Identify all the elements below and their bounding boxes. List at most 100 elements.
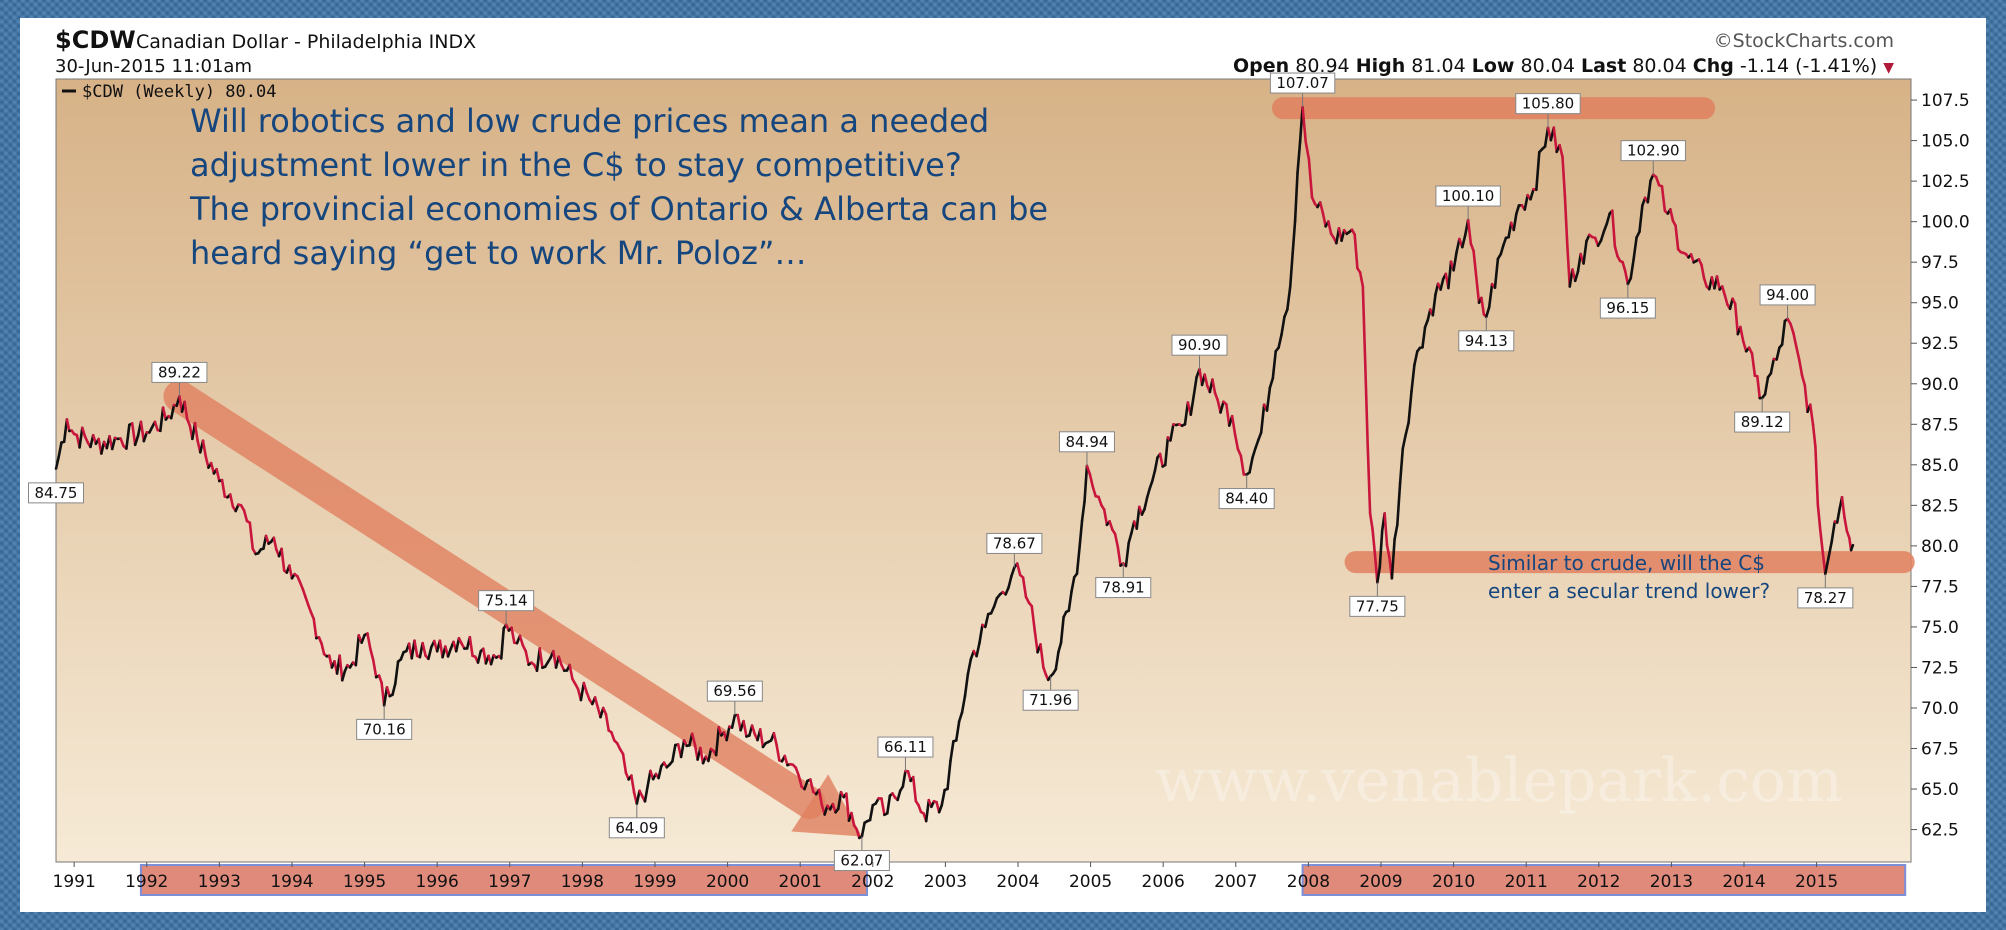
data-label: 102.90 — [1627, 142, 1680, 160]
price-segment — [1283, 308, 1289, 319]
price-segment — [272, 536, 278, 551]
price-segment — [130, 422, 137, 447]
price-segment — [1472, 249, 1478, 279]
x-tick-label: 2007 — [1214, 872, 1257, 892]
price-segment — [730, 713, 737, 729]
price-segment — [1431, 293, 1437, 317]
price-segment — [794, 766, 801, 777]
price-segment — [204, 455, 210, 469]
price-segment — [772, 731, 778, 747]
data-label-box — [1269, 72, 1336, 94]
price-segment — [1033, 628, 1039, 654]
price-segment — [1723, 293, 1729, 306]
chart-symbol: $CDW — [55, 26, 136, 54]
price-segment — [783, 754, 789, 767]
price-segment — [1143, 496, 1149, 511]
price-segment — [643, 784, 650, 803]
x-tick-label: 2014 — [1722, 872, 1765, 892]
price-segment — [110, 436, 117, 451]
price-segment — [1789, 322, 1795, 335]
price-segment — [1301, 105, 1308, 144]
price-segment — [725, 725, 731, 742]
price-segment — [1169, 423, 1175, 442]
price-segment — [340, 669, 347, 682]
price-segment — [1135, 505, 1141, 530]
y-tick-label: 75.0 — [1921, 618, 1959, 638]
price-segment — [1113, 532, 1120, 549]
side-annotation: Similar to crude, will the C$ enter a se… — [1488, 551, 1770, 603]
price-segment — [220, 478, 227, 498]
price-segment — [1307, 157, 1314, 199]
data-label: 75.14 — [485, 592, 528, 610]
price-segment — [1843, 515, 1849, 533]
price-segment — [1393, 523, 1399, 541]
price-segment — [1327, 220, 1333, 236]
price-segment — [679, 739, 686, 759]
price-segment — [1219, 400, 1225, 414]
price-segment — [1674, 224, 1680, 251]
price-segment — [1396, 482, 1402, 526]
price-segment — [1085, 464, 1092, 476]
price-segment — [984, 612, 990, 629]
price-segment — [1840, 495, 1846, 519]
annotation-line: heard saying “get to work Mr. Poloz”… — [190, 234, 806, 272]
price-segment — [1102, 508, 1109, 527]
price-segment — [1792, 331, 1798, 348]
price-segment — [957, 711, 964, 723]
price-segment — [1733, 302, 1740, 336]
price-segment — [1669, 208, 1675, 223]
price-segment — [1277, 333, 1283, 349]
price-segment — [758, 728, 765, 749]
price-segment — [1067, 590, 1073, 613]
price-segment — [630, 774, 636, 794]
chg-value: -1.14 (-1.41%) — [1739, 55, 1878, 77]
price-segment — [1257, 431, 1263, 442]
price-segment — [1621, 260, 1627, 273]
price-segment — [1811, 422, 1817, 448]
price-segment — [1010, 566, 1016, 578]
price-segment — [960, 694, 967, 714]
price-segment — [1529, 187, 1535, 201]
price-segment — [1715, 275, 1721, 291]
price-segment — [1304, 140, 1311, 161]
price-segment — [1398, 447, 1405, 485]
data-label: 78.27 — [1804, 589, 1847, 607]
x-tick-label: 1995 — [343, 872, 386, 892]
price-segment — [582, 681, 589, 694]
price-segment — [242, 509, 249, 523]
price-segment — [1030, 604, 1036, 632]
y-tick-label: 97.5 — [1921, 253, 1959, 273]
data-label-box — [356, 718, 413, 740]
price-segment — [366, 632, 372, 651]
price-segment — [1499, 243, 1505, 256]
main-annotation: Will robotics and low crude prices mean … — [189, 102, 1048, 272]
y-tick-label: 70.0 — [1921, 699, 1959, 719]
price-segment — [476, 649, 483, 664]
price-segment — [585, 691, 591, 702]
price-segment — [1153, 456, 1159, 473]
price-segment — [1769, 357, 1776, 375]
price-segment — [133, 434, 140, 447]
price-segment — [860, 821, 866, 838]
x-tick-label: 2006 — [1142, 872, 1185, 892]
price-segment — [1613, 245, 1619, 258]
price-segment — [1800, 374, 1807, 387]
data-label: 78.67 — [993, 534, 1036, 552]
price-segment — [1808, 403, 1815, 426]
price-segment — [301, 587, 307, 599]
data-label-box — [1058, 431, 1115, 453]
y-tick-label: 67.5 — [1921, 740, 1959, 760]
price-segment — [1447, 260, 1453, 290]
price-segment — [1461, 233, 1467, 249]
data-label-box — [1734, 411, 1791, 433]
price-segment — [1401, 433, 1407, 450]
y-tick-label: 92.5 — [1921, 334, 1959, 354]
price-segment — [1116, 545, 1122, 567]
price-segment — [750, 724, 757, 736]
price-segment — [1183, 401, 1190, 426]
price-segment — [1561, 155, 1567, 198]
price-segment — [1484, 305, 1491, 319]
chg-label: Chg — [1692, 55, 1734, 77]
x-tick-label: 1998 — [561, 872, 604, 892]
price-segment — [1480, 296, 1486, 316]
